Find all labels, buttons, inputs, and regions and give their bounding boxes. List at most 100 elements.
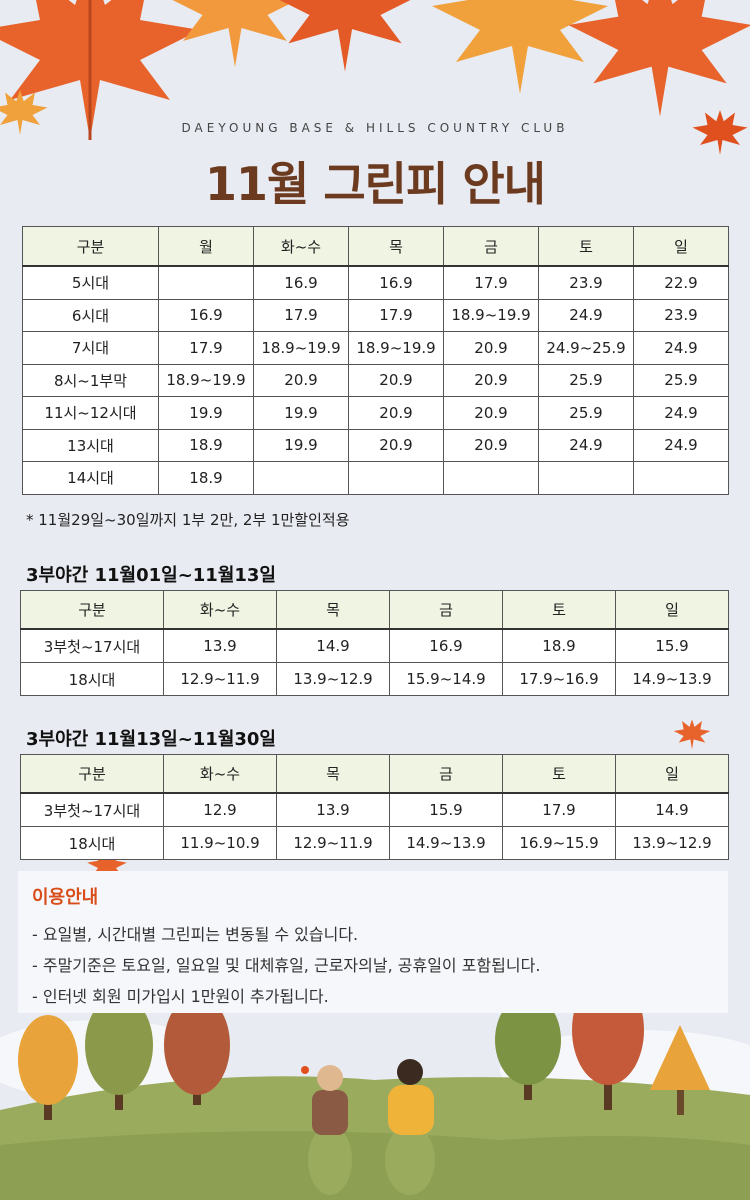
column-header: 구분 xyxy=(22,226,159,267)
column-header: 목 xyxy=(276,754,390,794)
table-cell: 17.9 xyxy=(502,792,616,827)
column-header: 구분 xyxy=(20,754,164,794)
table-row: 3부첫~17시대 12.9 13.9 15.9 17.9 14.9 xyxy=(20,792,729,827)
table-cell: 24.9 xyxy=(633,331,729,365)
table-cell: 18.9 xyxy=(158,461,254,495)
table-cell: 13시대 xyxy=(22,428,159,462)
table-cell: 16.9 xyxy=(158,298,254,332)
table-cell: 3부첫~17시대 xyxy=(20,792,164,827)
column-header: 화~수 xyxy=(163,754,277,794)
table-cell: 14시대 xyxy=(22,461,159,495)
table-cell: 12.9~11.9 xyxy=(163,662,277,696)
table-cell: 7시대 xyxy=(22,331,159,365)
table-cell: 19.9 xyxy=(253,428,349,462)
page-title: 11월 그린피 안내 xyxy=(205,157,546,211)
table-cell: 18.9~19.9 xyxy=(348,331,444,365)
table-cell: 13.9~12.9 xyxy=(276,662,390,696)
table-cell: 3부첫~17시대 xyxy=(20,628,164,663)
table-cell: 20.9 xyxy=(443,396,539,430)
table-row: 3부첫~17시대 13.9 14.9 16.9 18.9 15.9 xyxy=(20,628,729,663)
club-name: DAEYOUNG BASE & HILLS COUNTRY CLUB xyxy=(181,121,569,135)
table-cell: 18.9~19.9 xyxy=(443,298,539,332)
table-cell: 6시대 xyxy=(22,298,159,332)
night-section-title: 3부야간 11월13일~11월30일 xyxy=(26,729,276,750)
table-cell: 11시~12시대 xyxy=(22,396,159,430)
usage-info-line: - 요일별, 시간대별 그린피는 변동될 수 있습니다. xyxy=(32,925,359,944)
column-header: 구분 xyxy=(20,590,164,630)
table-header-row: 구분 화~수 목 금 토 일 xyxy=(20,754,729,794)
table-cell: 18.9~19.9 xyxy=(253,331,349,365)
table-cell: 16.9 xyxy=(389,628,503,663)
table-cell: 11.9~10.9 xyxy=(163,826,277,860)
autumn-park-illustration xyxy=(0,975,750,1200)
table-cell: 17.9 xyxy=(443,265,539,300)
maple-leaf-icon xyxy=(0,0,200,140)
table-row: 13시대 18.9 19.9 20.9 20.9 24.9 24.9 xyxy=(22,428,729,462)
table-cell: 16.9 xyxy=(348,265,444,300)
table-row: 14시대 18.9 xyxy=(22,461,729,495)
table-cell: 15.9 xyxy=(389,792,503,827)
table-cell: 13.9 xyxy=(276,792,390,827)
maple-leaf-icon xyxy=(692,110,748,155)
column-header: 금 xyxy=(389,590,503,630)
table-cell: 18.9 xyxy=(502,628,616,663)
maple-leaf-icon xyxy=(87,850,127,883)
column-header: 금 xyxy=(389,754,503,794)
table-cell: 17.9 xyxy=(158,331,254,365)
table-cell: 14.9 xyxy=(276,628,390,663)
table-cell: 16.9~15.9 xyxy=(502,826,616,860)
table-header-row: 구분 화~수 목 금 토 일 xyxy=(20,590,729,630)
column-header: 화~수 xyxy=(163,590,277,630)
table-cell: 15.9 xyxy=(615,628,729,663)
table-cell: 25.9 xyxy=(633,363,729,397)
column-header: 목 xyxy=(276,590,390,630)
table-cell: 23.9 xyxy=(538,265,634,300)
table-cell: 18시대 xyxy=(20,826,164,860)
column-header: 목 xyxy=(348,226,444,267)
table-cell: 19.9 xyxy=(253,396,349,430)
table-cell: 14.9~13.9 xyxy=(615,662,729,696)
table-cell xyxy=(633,461,729,495)
table-cell: 24.9 xyxy=(538,298,634,332)
table-cell: 17.9~16.9 xyxy=(502,662,616,696)
table-cell: 12.9~11.9 xyxy=(276,826,390,860)
table-cell: 8시~1부막 xyxy=(22,363,159,397)
usage-info-box: 이용안내 - 요일별, 시간대별 그린피는 변동될 수 있습니다. - 주말기준… xyxy=(18,871,728,1013)
discount-note: * 11월29일~30일까지 1부 2만, 2부 1만할인적용 xyxy=(26,511,350,529)
column-header: 토 xyxy=(502,754,616,794)
table-cell: 20.9 xyxy=(348,428,444,462)
table-cell: 20.9 xyxy=(443,331,539,365)
column-header: 일 xyxy=(615,590,729,630)
maple-leaf-icon xyxy=(432,0,608,94)
table-cell: 13.9~12.9 xyxy=(615,826,729,860)
table-cell: 18.9~19.9 xyxy=(158,363,254,397)
table-row: 5시대 16.9 16.9 17.9 23.9 22.9 xyxy=(22,265,729,300)
table-cell xyxy=(443,461,539,495)
maple-leaf-icon xyxy=(568,0,750,117)
table-cell: 25.9 xyxy=(538,396,634,430)
table-row: 11시~12시대 19.9 19.9 20.9 20.9 25.9 24.9 xyxy=(22,396,729,430)
maple-leaf-icon xyxy=(673,719,711,750)
table-cell: 20.9 xyxy=(443,363,539,397)
table-cell: 20.9 xyxy=(253,363,349,397)
column-header: 일 xyxy=(615,754,729,794)
maple-leaf-icon xyxy=(0,90,48,135)
night-fee-table-1: 구분 화~수 목 금 토 일 3부첫~17시대 13.9 14.9 16.9 1… xyxy=(20,590,729,696)
column-header: 금 xyxy=(443,226,539,267)
table-cell: 24.9~25.9 xyxy=(538,331,634,365)
table-cell: 13.9 xyxy=(163,628,277,663)
table-cell xyxy=(158,265,254,300)
table-cell: 22.9 xyxy=(633,265,729,300)
table-cell: 25.9 xyxy=(538,363,634,397)
table-cell: 24.9 xyxy=(633,428,729,462)
table-row: 18시대 11.9~10.9 12.9~11.9 14.9~13.9 16.9~… xyxy=(20,826,729,860)
table-row: 6시대 16.9 17.9 17.9 18.9~19.9 24.9 23.9 xyxy=(22,298,729,332)
table-cell: 20.9 xyxy=(348,396,444,430)
usage-info-line: - 인터넷 회원 미가입시 1만원이 추가됩니다. xyxy=(32,987,329,1006)
night-fee-table-2: 구분 화~수 목 금 토 일 3부첫~17시대 12.9 13.9 15.9 1… xyxy=(20,754,729,860)
usage-info-title: 이용안내 xyxy=(32,887,99,908)
table-cell: 18.9 xyxy=(158,428,254,462)
table-cell: 17.9 xyxy=(348,298,444,332)
night-section-title: 3부야간 11월01일~11월13일 xyxy=(26,565,276,586)
table-cell: 16.9 xyxy=(253,265,349,300)
